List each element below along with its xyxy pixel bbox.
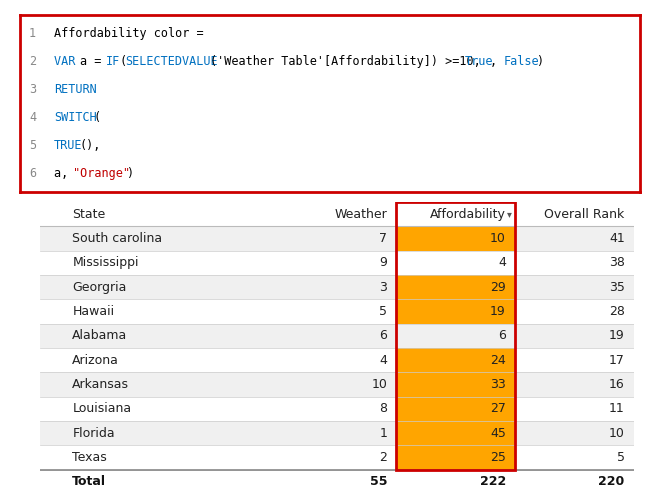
- Text: 10: 10: [371, 378, 387, 391]
- Bar: [396, 227, 515, 251]
- Text: (: (: [119, 55, 126, 68]
- Text: "Orange": "Orange": [73, 167, 131, 180]
- Text: 5: 5: [616, 451, 625, 464]
- Bar: [396, 446, 515, 470]
- Text: False: False: [504, 55, 539, 68]
- Bar: [40, 470, 634, 494]
- Text: 35: 35: [609, 281, 625, 294]
- Bar: [396, 299, 515, 324]
- Text: Louisiana: Louisiana: [73, 402, 131, 415]
- Text: True: True: [465, 55, 493, 68]
- Text: 24: 24: [490, 354, 506, 367]
- Text: Hawaii: Hawaii: [73, 305, 114, 318]
- Text: 8: 8: [379, 402, 387, 415]
- Text: 9: 9: [379, 256, 387, 269]
- Text: South carolina: South carolina: [73, 232, 162, 245]
- Text: RETURN: RETURN: [54, 83, 96, 96]
- Text: 45: 45: [490, 427, 506, 440]
- Text: a =: a =: [80, 55, 108, 68]
- Bar: [396, 348, 515, 372]
- Text: 2: 2: [379, 451, 387, 464]
- Text: 19: 19: [609, 329, 625, 342]
- Text: 3: 3: [379, 281, 387, 294]
- Text: Arkansas: Arkansas: [73, 378, 129, 391]
- Bar: [396, 202, 515, 470]
- Text: 41: 41: [609, 232, 625, 245]
- Text: 5: 5: [29, 139, 36, 152]
- Bar: [396, 372, 515, 397]
- Text: Georgria: Georgria: [73, 281, 127, 294]
- Bar: [40, 421, 634, 445]
- Text: 38: 38: [609, 256, 625, 269]
- Bar: [40, 348, 634, 372]
- Bar: [40, 446, 634, 470]
- Text: ): ): [536, 55, 543, 68]
- Text: (: (: [93, 111, 100, 124]
- Text: 2: 2: [29, 55, 36, 68]
- Text: 29: 29: [490, 281, 506, 294]
- Text: 4: 4: [379, 354, 387, 367]
- Text: ▾: ▾: [507, 209, 512, 219]
- Text: 10: 10: [609, 427, 625, 440]
- Text: Mississippi: Mississippi: [73, 256, 139, 269]
- Bar: [40, 202, 634, 227]
- Text: Total: Total: [73, 476, 106, 489]
- Text: (),: (),: [80, 139, 102, 152]
- Text: VAR: VAR: [54, 55, 82, 68]
- Text: ,: ,: [490, 55, 505, 68]
- Bar: [396, 275, 515, 299]
- Bar: [396, 421, 515, 445]
- Text: Overall Rank: Overall Rank: [544, 208, 625, 221]
- Text: 16: 16: [609, 378, 625, 391]
- Text: 28: 28: [609, 305, 625, 318]
- Text: 55: 55: [370, 476, 387, 489]
- Text: 1: 1: [29, 27, 36, 40]
- Text: 25: 25: [490, 451, 506, 464]
- Bar: [40, 372, 634, 397]
- Text: 6: 6: [379, 329, 387, 342]
- Text: Affordability color =: Affordability color =: [54, 27, 203, 40]
- Text: 4: 4: [29, 111, 36, 124]
- Text: 222: 222: [480, 476, 506, 489]
- Bar: [40, 227, 634, 251]
- Text: Affordability: Affordability: [430, 208, 506, 221]
- Bar: [40, 397, 634, 421]
- Text: State: State: [73, 208, 106, 221]
- Bar: [40, 324, 634, 348]
- Text: SWITCH: SWITCH: [54, 111, 96, 124]
- Text: 10: 10: [490, 232, 506, 245]
- Text: 7: 7: [379, 232, 387, 245]
- Text: Florida: Florida: [73, 427, 115, 440]
- Text: 11: 11: [609, 402, 625, 415]
- Text: 19: 19: [490, 305, 506, 318]
- Bar: [40, 251, 634, 275]
- Bar: [40, 275, 634, 299]
- Text: 27: 27: [490, 402, 506, 415]
- Text: 3: 3: [29, 83, 36, 96]
- Text: ('Weather Table'[Affordability]) >=10,: ('Weather Table'[Affordability]) >=10,: [211, 55, 488, 68]
- Text: 1: 1: [379, 427, 387, 440]
- Text: ): ): [125, 167, 133, 180]
- Text: SELECTEDVALUE: SELECTEDVALUE: [125, 55, 218, 68]
- Text: TRUE: TRUE: [54, 139, 82, 152]
- Text: Arizona: Arizona: [73, 354, 119, 367]
- Text: 33: 33: [490, 378, 506, 391]
- Text: Alabama: Alabama: [73, 329, 127, 342]
- Text: 5: 5: [379, 305, 387, 318]
- Text: Weather: Weather: [335, 208, 387, 221]
- Text: 17: 17: [609, 354, 625, 367]
- Text: 4: 4: [498, 256, 506, 269]
- Text: Texas: Texas: [73, 451, 107, 464]
- Text: 6: 6: [498, 329, 506, 342]
- Bar: [396, 397, 515, 421]
- Text: a,: a,: [54, 167, 75, 180]
- Text: 6: 6: [29, 167, 36, 180]
- Text: IF: IF: [106, 55, 120, 68]
- Text: 220: 220: [599, 476, 625, 489]
- Bar: [40, 299, 634, 324]
